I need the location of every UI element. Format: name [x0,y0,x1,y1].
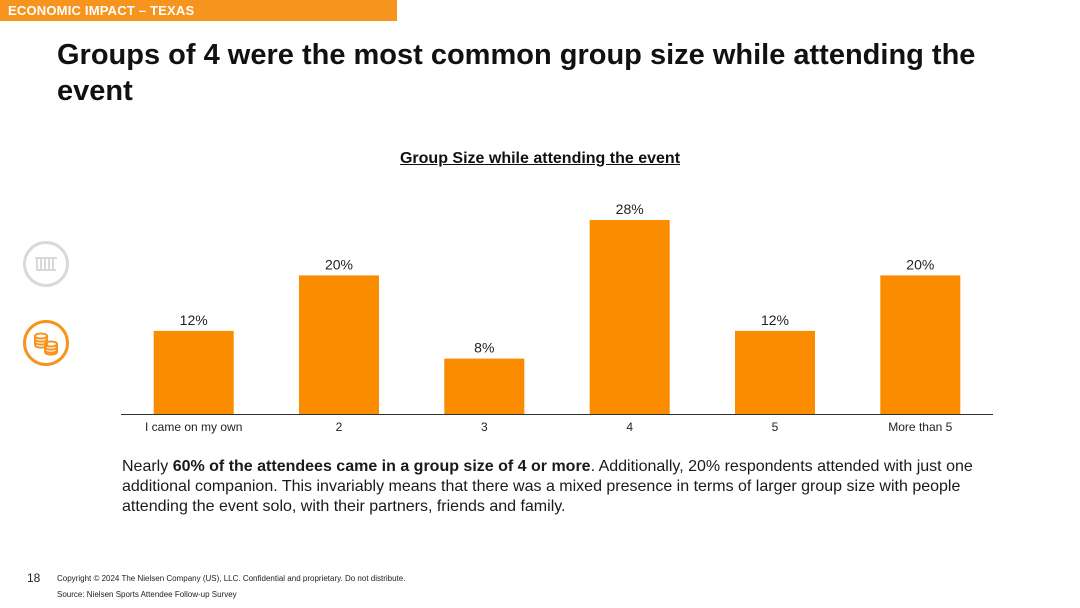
page-number: 18 [27,571,41,585]
data-label: 28% [616,201,644,217]
x-tick-label: I came on my own [145,420,242,434]
bar [299,275,379,414]
section-label: ECONOMIC IMPACT – TEXAS [0,0,397,21]
data-label: 20% [325,256,353,272]
data-label: 20% [906,256,934,272]
x-tick-label: More than 5 [888,420,952,434]
coins-icon [23,320,69,366]
x-tick-label: 3 [481,420,488,434]
source-note: Source: Nielsen Sports Attendee Follow-u… [57,590,237,599]
bar [589,220,670,414]
data-label: 12% [761,312,789,328]
x-tick-label: 4 [626,420,633,434]
x-tick-label: 5 [772,420,779,434]
bar [444,358,525,414]
summary-intro: Nearly [122,458,173,475]
summary-text: Nearly 60% of the attendees came in a gr… [122,457,992,517]
summary-highlight: 60% of the attendees came in a group siz… [172,458,591,475]
chart-title: Group Size while attending the event [399,150,681,167]
stadium-icon [23,241,69,287]
copyright-notice: Copyright © 2024 The Nielsen Company (US… [57,574,406,583]
data-label: 8% [474,340,494,356]
bar-chart: 12%I came on my own20%28%328%412%520%Mor… [121,201,993,434]
page-title: Groups of 4 were the most common group s… [57,39,976,107]
bar [153,330,234,414]
summary-rest: . Additionally, 20% respondents attended… [122,458,973,515]
x-tick-label: 2 [336,420,343,434]
bar [880,275,961,414]
data-label: 12% [180,312,208,328]
bar [735,330,815,414]
